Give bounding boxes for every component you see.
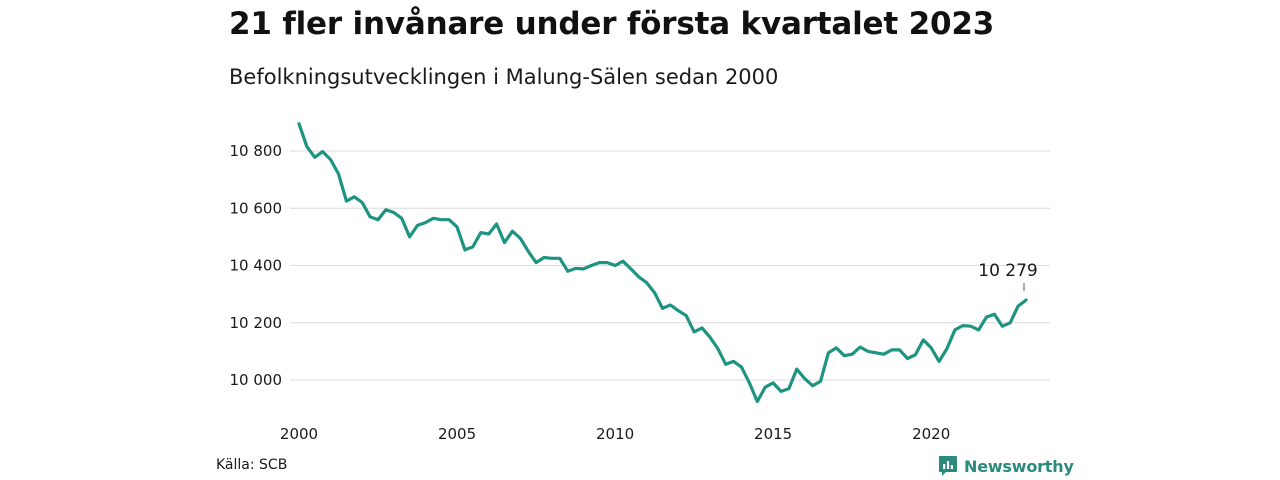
y-tick-label: 10 400 — [230, 257, 283, 275]
x-tick-label: 2020 — [912, 425, 950, 443]
y-tick-label: 10 800 — [230, 142, 283, 160]
y-tick-label: 10 000 — [230, 371, 283, 389]
brand-logo[interactable]: Newsworthy — [938, 455, 1074, 477]
x-tick-label: 2010 — [596, 425, 634, 443]
x-axis-ticks: 2000 2005 2010 2015 2020 — [280, 425, 950, 443]
brand-name: Newsworthy — [964, 456, 1074, 476]
x-tick-label: 2015 — [754, 425, 792, 443]
y-axis-ticks: 10 000 10 200 10 400 10 600 10 800 — [230, 142, 283, 389]
y-tick-label: 10 200 — [230, 314, 283, 332]
grid-lines — [290, 150, 1050, 381]
last-value-label: 10 279 — [978, 261, 1037, 281]
newsworthy-logo-icon — [939, 456, 957, 476]
series-line — [297, 122, 1028, 404]
chart-subtitle: Befolkningsutvecklingen i Malung-Sälen s… — [229, 65, 779, 89]
last-value-annotation: 10 279 — [978, 261, 1038, 292]
x-tick-label: 2000 — [280, 425, 318, 443]
source-text: Källa: SCB — [216, 457, 288, 473]
chart-title: 21 fler invånare under första kvartalet … — [229, 6, 995, 42]
x-tick-label: 2005 — [438, 425, 476, 443]
y-tick-label: 10 600 — [230, 199, 283, 217]
series-group — [297, 122, 1028, 404]
